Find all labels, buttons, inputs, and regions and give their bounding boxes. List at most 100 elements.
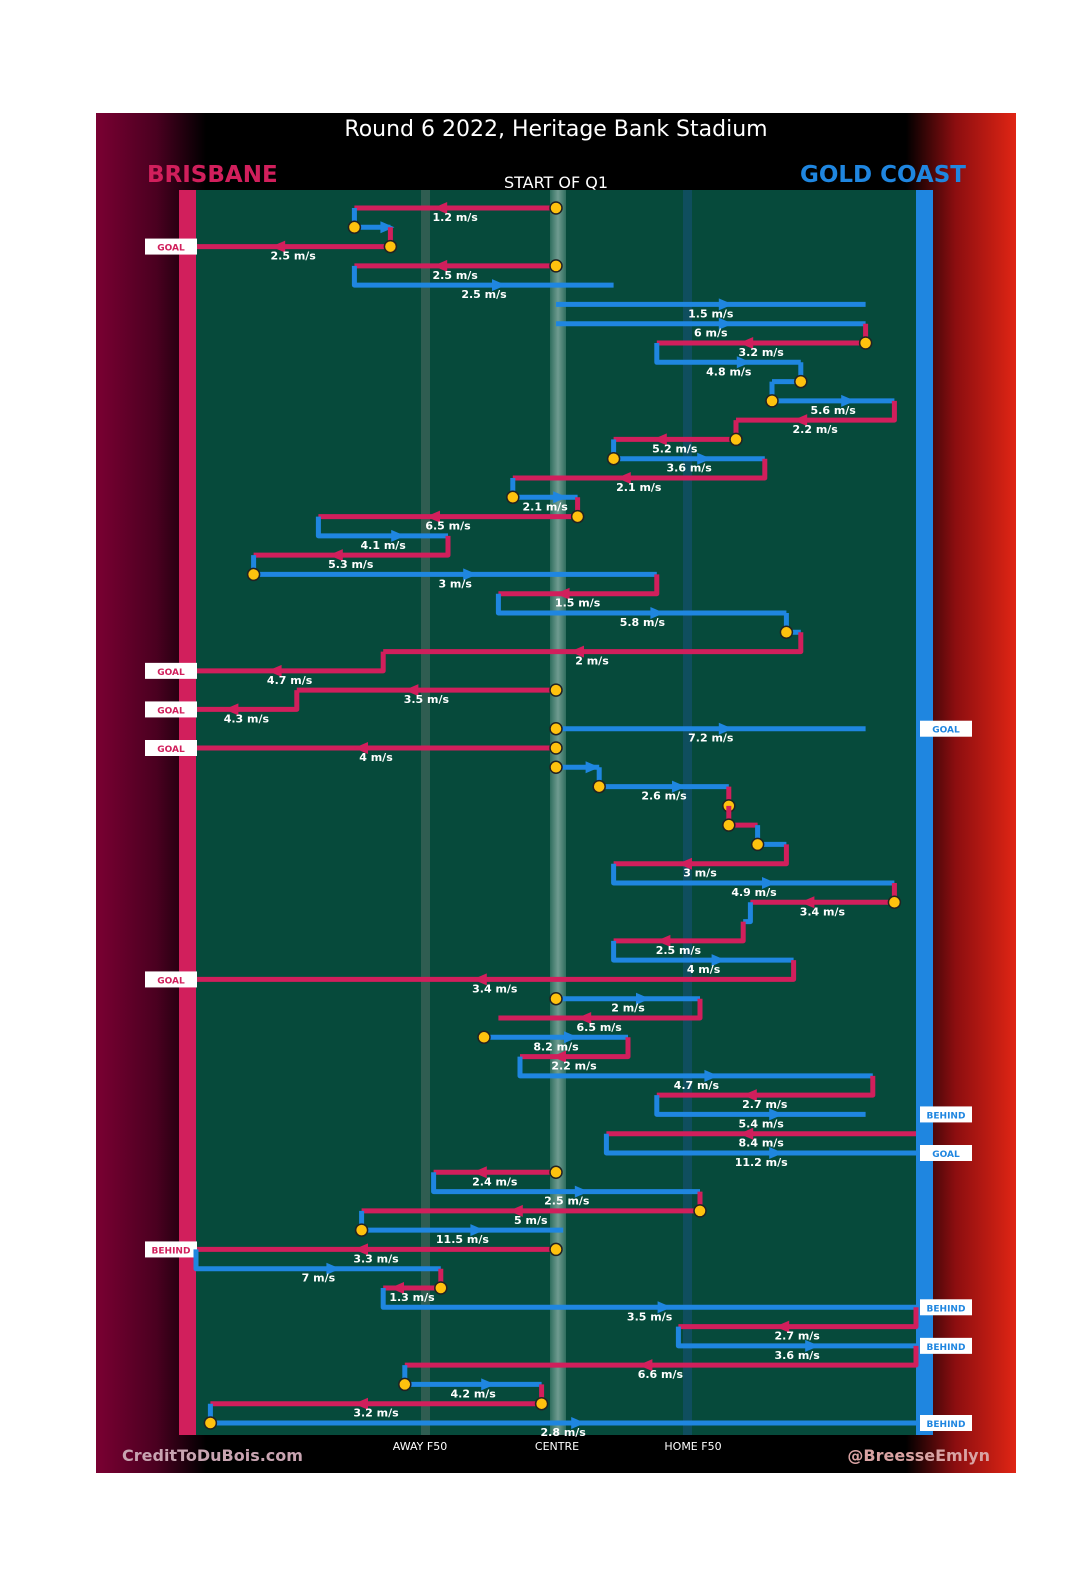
- outcome-badge: [920, 1337, 972, 1354]
- speed-label: 8.2 m/s: [533, 1040, 579, 1053]
- speed-label: 3.5 m/s: [627, 1310, 673, 1323]
- chart-title: Round 6 2022, Heritage Bank Stadium: [344, 117, 767, 142]
- speed-label: 4.2 m/s: [451, 1387, 497, 1400]
- speed-label: 1.5 m/s: [555, 597, 601, 610]
- speed-label: 2 m/s: [611, 1002, 645, 1015]
- chain-line: [498, 574, 660, 597]
- brisbane-bar: [179, 190, 196, 1435]
- speed-label: 2.7 m/s: [742, 1098, 788, 1111]
- speed-label: 2.2 m/s: [551, 1060, 597, 1073]
- chain-line: [351, 265, 614, 288]
- direction-arrow: [769, 1108, 784, 1121]
- direction-arrow: [492, 279, 506, 292]
- direction-arrow: [224, 703, 239, 716]
- speed-label: 3.4 m/s: [800, 905, 846, 918]
- direction-arrow: [552, 1050, 566, 1063]
- ball-marker: [506, 490, 520, 505]
- speed-label: 5.4 m/s: [739, 1117, 785, 1130]
- speed-label: 3.6 m/s: [667, 462, 713, 475]
- ball-marker: [794, 374, 808, 389]
- direction-arrow: [742, 1089, 757, 1102]
- direction-arrow: [678, 857, 692, 870]
- speed-label: 4.8 m/s: [706, 365, 752, 378]
- direction-arrow: [585, 761, 600, 774]
- chain-line: [517, 1056, 873, 1079]
- chain-line: [383, 632, 804, 655]
- speed-label: 4.9 m/s: [731, 886, 777, 899]
- speed-label: 2.5 m/s: [271, 250, 317, 263]
- ball-marker: [383, 239, 398, 254]
- direction-arrow: [326, 1262, 341, 1275]
- direction-arrow: [354, 1397, 368, 1410]
- direction-arrow: [570, 645, 584, 658]
- ball-marker: [549, 760, 563, 775]
- direction-arrow: [736, 356, 751, 369]
- ball-marker: [592, 779, 606, 794]
- speed-label: 4.7 m/s: [267, 674, 313, 687]
- ball-marker: [549, 259, 563, 273]
- direction-arrow: [472, 1166, 487, 1179]
- direction-arrow: [841, 394, 856, 407]
- direction-arrow: [267, 664, 282, 677]
- speed-label: 1.3 m/s: [389, 1291, 435, 1304]
- direction-arrow: [354, 742, 368, 754]
- direction-arrow: [652, 433, 667, 446]
- speed-label: 8.4 m/s: [739, 1137, 785, 1150]
- ball-marker: [549, 683, 563, 697]
- chain-line: [431, 1172, 700, 1195]
- speed-label: 4.1 m/s: [361, 539, 407, 552]
- direction-arrow: [433, 259, 448, 272]
- chains-layer: 1.2 m/s 2.5 m/s GOAL 2.5 m/s 2.5 m/s 1.5 m/s 6…: [145, 201, 972, 1439]
- chain-line: [196, 960, 797, 982]
- direction-arrow: [463, 568, 478, 581]
- ball-marker: [779, 625, 794, 640]
- ball-marker: [549, 741, 563, 755]
- speed-label: 4.3 m/s: [224, 712, 270, 725]
- ball-marker: [246, 567, 261, 582]
- direction-arrow: [616, 472, 631, 484]
- speed-label: 7.2 m/s: [688, 732, 734, 745]
- chain-line: [404, 1345, 919, 1368]
- ball-marker: [477, 1030, 491, 1045]
- speed-label: 2.5 m/s: [656, 944, 702, 957]
- outcome-label: GOAL: [157, 745, 185, 755]
- direction-arrow: [380, 221, 395, 234]
- direction-arrow: [508, 1204, 523, 1217]
- direction-arrow: [650, 607, 665, 619]
- chain-line: [196, 651, 386, 674]
- chain-line: [512, 458, 768, 481]
- direction-arrow: [672, 780, 686, 793]
- direction-arrow: [354, 1243, 368, 1256]
- direction-arrow: [656, 934, 671, 947]
- speed-label: 6.5 m/s: [425, 520, 471, 533]
- speed-label: 6.6 m/s: [638, 1368, 684, 1381]
- outcome-label: BEHIND: [927, 1420, 966, 1430]
- speed-label: 3 m/s: [683, 867, 717, 880]
- outcome-badge: [920, 1145, 972, 1161]
- direction-arrow: [800, 896, 815, 909]
- ball-marker: [549, 721, 563, 736]
- direction-arrow: [426, 510, 440, 523]
- speed-label: 2.7 m/s: [775, 1330, 821, 1343]
- chain-line: [611, 863, 895, 886]
- chain-line: [675, 1326, 916, 1349]
- outcome-badge: [920, 1415, 972, 1431]
- ball-marker: [354, 1223, 369, 1237]
- outcome-badge: [920, 720, 972, 737]
- ball-marker: [765, 394, 779, 408]
- speed-label: 5.8 m/s: [620, 616, 666, 629]
- chain-line: [603, 1133, 916, 1156]
- speed-label: 3.4 m/s: [472, 982, 518, 995]
- direction-arrow: [718, 317, 733, 330]
- axis-label-home-f50: HOME F50: [664, 1440, 721, 1453]
- chain-line: [654, 343, 801, 365]
- direction-arrow: [739, 1127, 754, 1140]
- ball-marker: [887, 895, 902, 910]
- direction-arrow: [577, 1012, 592, 1024]
- outcome-badge: [145, 701, 197, 718]
- outcome-label: GOAL: [157, 668, 185, 678]
- chain-line: [613, 844, 789, 867]
- speed-label: 6.5 m/s: [577, 1021, 623, 1034]
- outcome-badge: [145, 1241, 197, 1258]
- direction-arrow: [762, 877, 776, 889]
